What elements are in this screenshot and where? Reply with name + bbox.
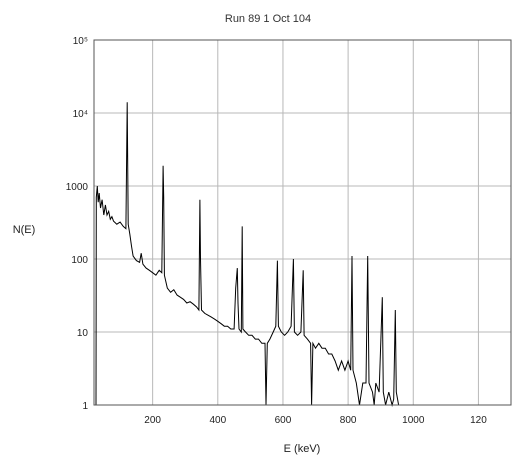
x-tick-label: 120	[470, 415, 487, 426]
x-axis-ticks: 200 400 600 800 1000 120	[144, 415, 487, 426]
x-axis-label: E (keV)	[284, 443, 321, 455]
x-tick-label: 1000	[402, 415, 425, 426]
y-axis-label: N(E)	[13, 224, 36, 236]
spectrum-line	[95, 102, 401, 407]
y-axis-ticks: 1 10 100 1000 10⁴ 10⁵	[66, 36, 89, 412]
y-tick-label: 10⁵	[73, 36, 88, 47]
chart-title: Run 89 1 Oct 104	[225, 13, 311, 25]
y-tick-label: 1000	[66, 182, 89, 193]
y-tick-label: 10	[77, 328, 89, 339]
plot-frame	[93, 39, 512, 406]
x-tick-label: 800	[340, 415, 357, 426]
y-tick-label: 100	[71, 255, 88, 266]
y-tick-label: 10⁴	[73, 109, 88, 120]
x-tick-label: 200	[144, 415, 161, 426]
x-tick-label: 400	[209, 415, 226, 426]
x-tick-label: 600	[275, 415, 292, 426]
plot-background	[94, 40, 511, 405]
y-tick-label: 1	[82, 401, 88, 412]
